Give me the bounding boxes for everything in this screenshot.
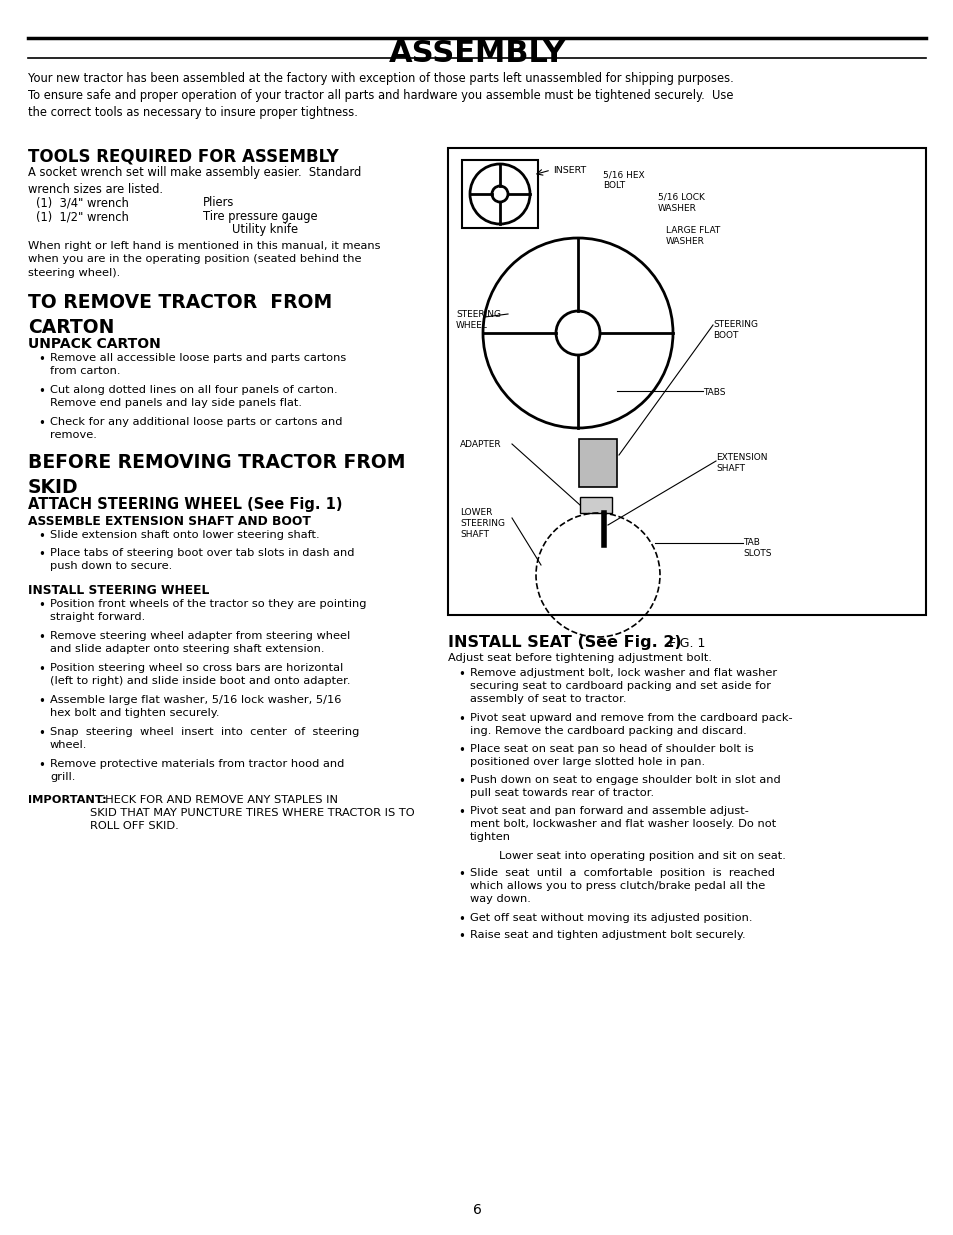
- Text: •: •: [457, 806, 464, 819]
- Text: •: •: [38, 760, 45, 772]
- Text: A socket wrench set will make assembly easier.  Standard
wrench sizes are listed: A socket wrench set will make assembly e…: [28, 165, 361, 196]
- Text: TOOLS REQUIRED FOR ASSEMBLY: TOOLS REQUIRED FOR ASSEMBLY: [28, 148, 338, 165]
- Text: BEFORE REMOVING TRACTOR FROM
SKID: BEFORE REMOVING TRACTOR FROM SKID: [28, 453, 405, 496]
- Text: INSTALL STEERING WHEEL: INSTALL STEERING WHEEL: [28, 584, 209, 597]
- Text: Slide extension shaft onto lower steering shaft.: Slide extension shaft onto lower steerin…: [50, 530, 319, 540]
- Text: Push down on seat to engage shoulder bolt in slot and
pull seat towards rear of : Push down on seat to engage shoulder bol…: [470, 776, 780, 798]
- Text: Tire pressure gauge: Tire pressure gauge: [203, 210, 317, 224]
- Text: Position front wheels of the tractor so they are pointing
straight forward.: Position front wheels of the tractor so …: [50, 599, 366, 622]
- Text: EXTENSION
SHAFT: EXTENSION SHAFT: [716, 453, 767, 473]
- Bar: [448, 148, 925, 615]
- Text: (1)  1/2" wrench: (1) 1/2" wrench: [36, 210, 129, 224]
- Text: Pivot seat and pan forward and assemble adjust-
ment bolt, lockwasher and flat w: Pivot seat and pan forward and assemble …: [470, 806, 776, 842]
- Text: ADAPTER: ADAPTER: [459, 440, 501, 450]
- Text: •: •: [457, 776, 464, 788]
- Text: FIG. 1: FIG. 1: [668, 637, 704, 650]
- Text: INSTALL SEAT (See Fig. 2): INSTALL SEAT (See Fig. 2): [448, 635, 681, 650]
- Text: Remove protective materials from tractor hood and
grill.: Remove protective materials from tractor…: [50, 760, 344, 782]
- Text: Adjust seat before tightening adjustment bolt.: Adjust seat before tightening adjustment…: [448, 653, 711, 663]
- Text: •: •: [38, 353, 45, 366]
- Text: Utility knife: Utility knife: [203, 224, 297, 236]
- Text: •: •: [38, 631, 45, 643]
- Text: (1)  3/4" wrench: (1) 3/4" wrench: [36, 196, 129, 209]
- Text: CHECK FOR AND REMOVE ANY STAPLES IN
SKID THAT MAY PUNCTURE TIRES WHERE TRACTOR I: CHECK FOR AND REMOVE ANY STAPLES IN SKID…: [90, 795, 415, 831]
- Text: •: •: [38, 385, 45, 398]
- Text: Place tabs of steering boot over tab slots in dash and
push down to secure.: Place tabs of steering boot over tab slo…: [50, 548, 355, 572]
- Text: STEERING
WHEEL: STEERING WHEEL: [456, 310, 500, 330]
- Text: Get off seat without moving its adjusted position.: Get off seat without moving its adjusted…: [470, 913, 752, 923]
- Text: When right or left hand is mentioned in this manual, it means
when you are in th: When right or left hand is mentioned in …: [28, 241, 380, 278]
- Text: Cut along dotted lines on all four panels of carton.
Remove end panels and lay s: Cut along dotted lines on all four panel…: [50, 385, 337, 409]
- Text: 6: 6: [472, 1203, 481, 1216]
- Text: Lower seat into operating position and sit on seat.: Lower seat into operating position and s…: [470, 851, 785, 861]
- Text: ASSEMBLY: ASSEMBLY: [388, 40, 565, 68]
- Text: TAB
SLOTS: TAB SLOTS: [742, 538, 771, 558]
- Text: ASSEMBLE EXTENSION SHAFT AND BOOT: ASSEMBLE EXTENSION SHAFT AND BOOT: [28, 515, 311, 529]
- Text: Remove steering wheel adapter from steering wheel
and slide adapter onto steerin: Remove steering wheel adapter from steer…: [50, 631, 350, 655]
- Text: IMPORTANT:: IMPORTANT:: [28, 795, 107, 805]
- Text: Remove adjustment bolt, lock washer and flat washer
securing seat to cardboard p: Remove adjustment bolt, lock washer and …: [470, 668, 777, 704]
- Text: TO REMOVE TRACTOR  FROM
CARTON: TO REMOVE TRACTOR FROM CARTON: [28, 293, 332, 337]
- Text: •: •: [457, 930, 464, 944]
- Text: •: •: [38, 727, 45, 740]
- Text: •: •: [38, 663, 45, 676]
- Text: Position steering wheel so cross bars are horizontal
(left to right) and slide i: Position steering wheel so cross bars ar…: [50, 663, 350, 687]
- Text: •: •: [457, 668, 464, 680]
- Text: Slide  seat  until  a  comfortable  position  is  reached
which allows you to pr: Slide seat until a comfortable position …: [470, 868, 774, 904]
- Text: Pivot seat upward and remove from the cardboard pack-
ing. Remove the cardboard : Pivot seat upward and remove from the ca…: [470, 713, 792, 736]
- Text: LARGE FLAT
WASHER: LARGE FLAT WASHER: [665, 226, 720, 246]
- Text: TABS: TABS: [702, 388, 724, 396]
- Text: •: •: [457, 713, 464, 726]
- Bar: [578, 438, 617, 487]
- Text: •: •: [38, 599, 45, 613]
- Text: Assemble large flat washer, 5/16 lock washer, 5/16
hex bolt and tighten securely: Assemble large flat washer, 5/16 lock wa…: [50, 695, 341, 719]
- Bar: [579, 496, 612, 513]
- Text: •: •: [457, 913, 464, 926]
- Text: Pliers: Pliers: [203, 196, 234, 209]
- Bar: [461, 161, 537, 228]
- Text: Check for any additional loose parts or cartons and
remove.: Check for any additional loose parts or …: [50, 417, 342, 440]
- Text: Remove all accessible loose parts and parts cartons
from carton.: Remove all accessible loose parts and pa…: [50, 353, 346, 377]
- Text: ATTACH STEERING WHEEL (See Fig. 1): ATTACH STEERING WHEEL (See Fig. 1): [28, 496, 342, 513]
- Text: Raise seat and tighten adjustment bolt securely.: Raise seat and tighten adjustment bolt s…: [470, 930, 745, 940]
- Text: •: •: [38, 695, 45, 708]
- Text: Snap  steering  wheel  insert  into  center  of  steering
wheel.: Snap steering wheel insert into center o…: [50, 727, 359, 750]
- Text: INSERT: INSERT: [553, 165, 586, 175]
- Text: STEERING
BOOT: STEERING BOOT: [712, 320, 758, 340]
- Text: UNPACK CARTON: UNPACK CARTON: [28, 337, 161, 351]
- Text: •: •: [38, 417, 45, 430]
- Text: •: •: [38, 548, 45, 561]
- Text: Your new tractor has been assembled at the factory with exception of those parts: Your new tractor has been assembled at t…: [28, 72, 733, 120]
- Text: LOWER
STEERING
SHAFT: LOWER STEERING SHAFT: [459, 508, 504, 540]
- Text: •: •: [38, 530, 45, 543]
- Text: Place seat on seat pan so head of shoulder bolt is
positioned over large slotted: Place seat on seat pan so head of should…: [470, 743, 753, 767]
- Text: •: •: [457, 743, 464, 757]
- Text: •: •: [457, 868, 464, 881]
- Text: 5/16 LOCK
WASHER: 5/16 LOCK WASHER: [658, 193, 704, 214]
- Text: 5/16 HEX
BOLT: 5/16 HEX BOLT: [602, 170, 644, 190]
